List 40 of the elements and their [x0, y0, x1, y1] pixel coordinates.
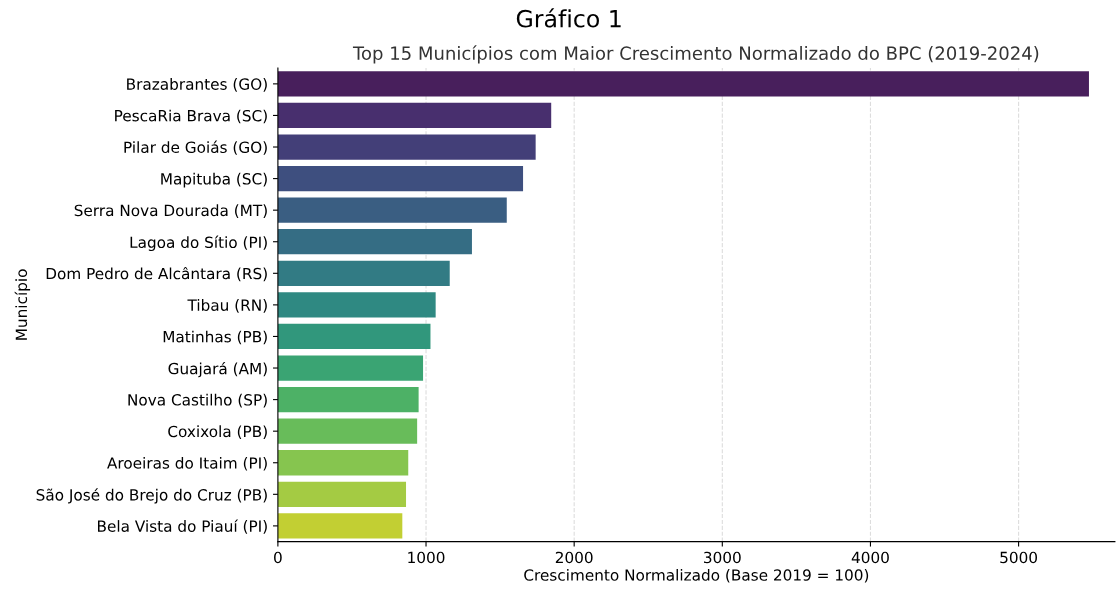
bar [277, 355, 424, 381]
y-tick-label: Pilar de Goiás (GO) [124, 140, 267, 155]
x-tick-label: 3000 [704, 551, 741, 564]
x-tick-label: 0 [274, 551, 282, 564]
bar [277, 323, 431, 350]
bar [277, 197, 507, 223]
bar [277, 134, 536, 160]
bar [277, 165, 524, 192]
x-tick-label: 2000 [555, 551, 593, 564]
y-axis-title: Município [14, 269, 31, 340]
bar [277, 292, 436, 318]
y-tick-label: Guajará (AM) [168, 361, 267, 378]
y-tick-label: Nova Castilho (SP) [128, 393, 267, 408]
bar [277, 102, 552, 129]
y-tick-label: Bela Vista do Piauí (PI) [98, 519, 267, 534]
y-tick-label: Matinhas (PB) [163, 330, 267, 345]
bar [277, 450, 409, 476]
bar [277, 481, 407, 507]
x-tick-label: 5000 [1000, 551, 1038, 564]
x-tick-label: 4000 [851, 551, 889, 564]
y-tick-label: Brazabrantes (GO) [127, 78, 267, 92]
y-tick-label: São José do Brejo do Cruz (PB) [36, 488, 267, 504]
y-tick-label: Serra Nova Dourada (MT) [74, 204, 267, 218]
y-tick-label: Dom Pedro de Alcântara (RS) [46, 266, 267, 282]
bar [277, 386, 419, 413]
y-tick-label: Aroeiras do Itaim (PI) [107, 456, 267, 471]
bar [277, 418, 418, 444]
chart-title: Gráfico 1 [516, 8, 621, 28]
x-tick-label: 1000 [408, 551, 445, 564]
bar [277, 260, 450, 286]
bar [277, 71, 1089, 97]
bar [277, 513, 403, 539]
y-tick-label: Tibau (RN) [187, 299, 267, 313]
y-tick-label: PescaRia Brava (SC) [115, 109, 267, 124]
bar [277, 229, 472, 255]
y-tick-label: Mapituba (SC) [161, 172, 267, 188]
y-tick-label: Coxixola (PB) [168, 425, 267, 439]
y-tick-label: Lagoa do Sítio (PI) [130, 235, 267, 252]
chart-subtitle: Top 15 Municípios com Maior Crescimento Normalizado do BPC (2019-2024) [352, 45, 1039, 64]
x-axis-title: Crescimento Normalizado (Base 2019 = 100) [524, 568, 869, 583]
